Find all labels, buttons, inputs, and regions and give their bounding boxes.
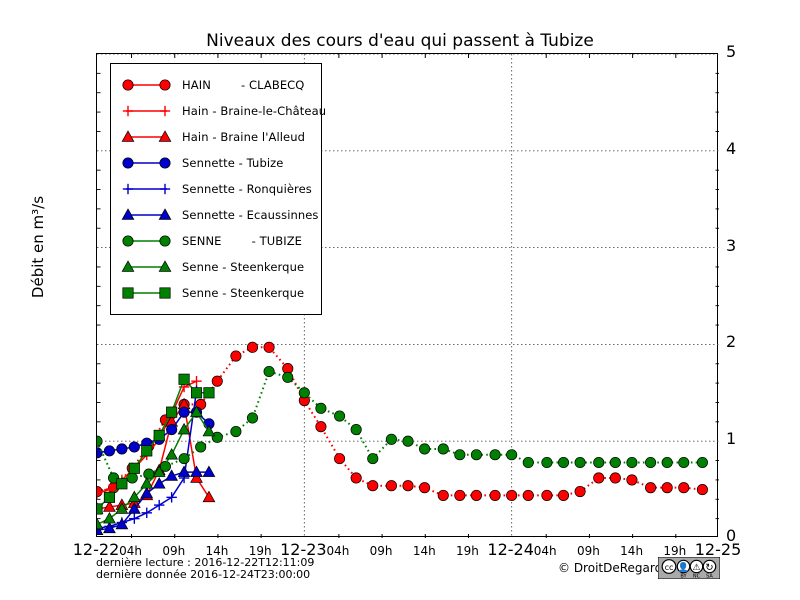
legend-item-2[interactable]: Hain - Braine l'Alleud (111, 124, 321, 150)
svg-text:NC: NC (693, 574, 701, 580)
legend-label: Senne - Steenkerque (182, 260, 305, 274)
x-tick-minor-2-19h: 19h (663, 544, 687, 558)
legend-item-0[interactable]: HAIN - CLABECQ (111, 72, 321, 98)
legend-label: Sennette - Ronquières (182, 182, 312, 196)
y-tick-2: 2 (726, 332, 737, 352)
y-tick-4: 4 (726, 138, 737, 158)
legend-label: Sennette - Ecaussinnes (182, 208, 319, 222)
legend-item-4[interactable]: Sennette - Ronquières (111, 176, 321, 202)
x-tick-minor-2-14h: 14h (620, 544, 644, 558)
series-0 (97, 341, 708, 501)
x-tick-minor-0-14h: 14h (205, 544, 229, 558)
svg-text:BY: BY (680, 574, 687, 580)
last-reading-text: dernière lecture : 2016-12-22T12:11:09 (96, 556, 315, 569)
x-tick-major-12-22: 12-22 (72, 540, 120, 559)
legend-item-7[interactable]: Senne - Steenkerque (111, 254, 321, 280)
x-tick-minor-2-04h: 04h (533, 544, 557, 558)
x-tick-major-12-23: 12-23 (280, 540, 327, 559)
legend-label: Hain - Braine-le-Château (182, 104, 327, 118)
plot-svg (97, 54, 719, 538)
legend-item-6[interactable]: SENNE - TUBIZE (111, 228, 321, 254)
y-tick-5: 5 (726, 42, 737, 61)
legend-item-5[interactable]: Sennette - Ecaussinnes (111, 202, 321, 228)
y-tick-1: 1 (726, 429, 737, 449)
legend-label: SENNE - TUBIZE (182, 234, 303, 248)
legend-marker-^-icon (120, 257, 173, 277)
legend-item-3[interactable]: Sennette - Tubize (111, 150, 321, 176)
creative-commons-license-icon[interactable]: cc 👤 ⚠ ↻ BY NC SA (657, 556, 721, 580)
plot-area (96, 53, 719, 538)
chart-title: Niveaux des cours d'eau qui passent à Tu… (206, 31, 594, 51)
legend-item-8[interactable]: Senne - Steenkerque (111, 280, 321, 306)
x-tick-major-12-25: 12-25 (694, 540, 742, 559)
x-tick-minor-1-19h: 19h (456, 544, 479, 558)
y-tick-3: 3 (726, 235, 737, 255)
y-axis-label: Débit en m³/s (29, 195, 47, 299)
legend-marker-o-icon (120, 75, 173, 95)
legend-label: Sennette - Tubize (182, 156, 284, 170)
legend-marker-o-icon (120, 231, 173, 251)
x-tick-minor-0-19h: 19h (248, 544, 272, 558)
x-tick-minor-1-04h: 04h (326, 544, 350, 558)
legend-label: HAIN - CLABECQ (182, 78, 305, 92)
svg-text:↻: ↻ (705, 563, 713, 574)
series-5 (97, 465, 216, 536)
svg-text:SA: SA (706, 574, 713, 580)
x-tick-minor-1-09h: 09h (369, 544, 393, 558)
y-tick-0: 0 (726, 526, 737, 545)
legend-label: Senne - Steenkerque (182, 286, 305, 300)
legend-marker-^-icon (120, 205, 173, 225)
footer-metadata: dernière lecture : 2016-12-22T12:11:09 d… (96, 557, 314, 580)
x-tick-minor-0-04h: 04h (119, 544, 142, 558)
legend-marker-o-icon (120, 153, 173, 173)
legend-marker-s-icon (120, 283, 173, 303)
legend-marker-+-icon (120, 101, 173, 121)
copyright-text: © DroitDeRegard.be (558, 561, 682, 575)
x-tick-minor-0-09h: 09h (162, 544, 186, 558)
last-data-text: dernière donnée 2016-12-24T23:00:00 (96, 567, 311, 581)
chart-legend[interactable]: HAIN - CLABECQ Hain - Braine-le-Château Ha… (110, 63, 326, 315)
legend-marker-+-icon (120, 179, 173, 199)
series-7 (97, 405, 216, 530)
series-6 (97, 365, 708, 484)
svg-text:cc: cc (665, 563, 674, 572)
x-tick-minor-2-09h: 09h (576, 544, 600, 558)
svg-text:⚠: ⚠ (692, 563, 700, 573)
series-8 (97, 373, 215, 515)
legend-marker-^-icon (120, 127, 173, 147)
x-tick-minor-1-14h: 14h (412, 544, 436, 558)
svg-text:👤: 👤 (678, 561, 689, 573)
x-tick-major-12-24: 12-24 (487, 540, 534, 559)
legend-label: Hain - Braine l'Alleud (182, 130, 305, 144)
legend-item-1[interactable]: Hain - Braine-le-Château (111, 98, 326, 124)
